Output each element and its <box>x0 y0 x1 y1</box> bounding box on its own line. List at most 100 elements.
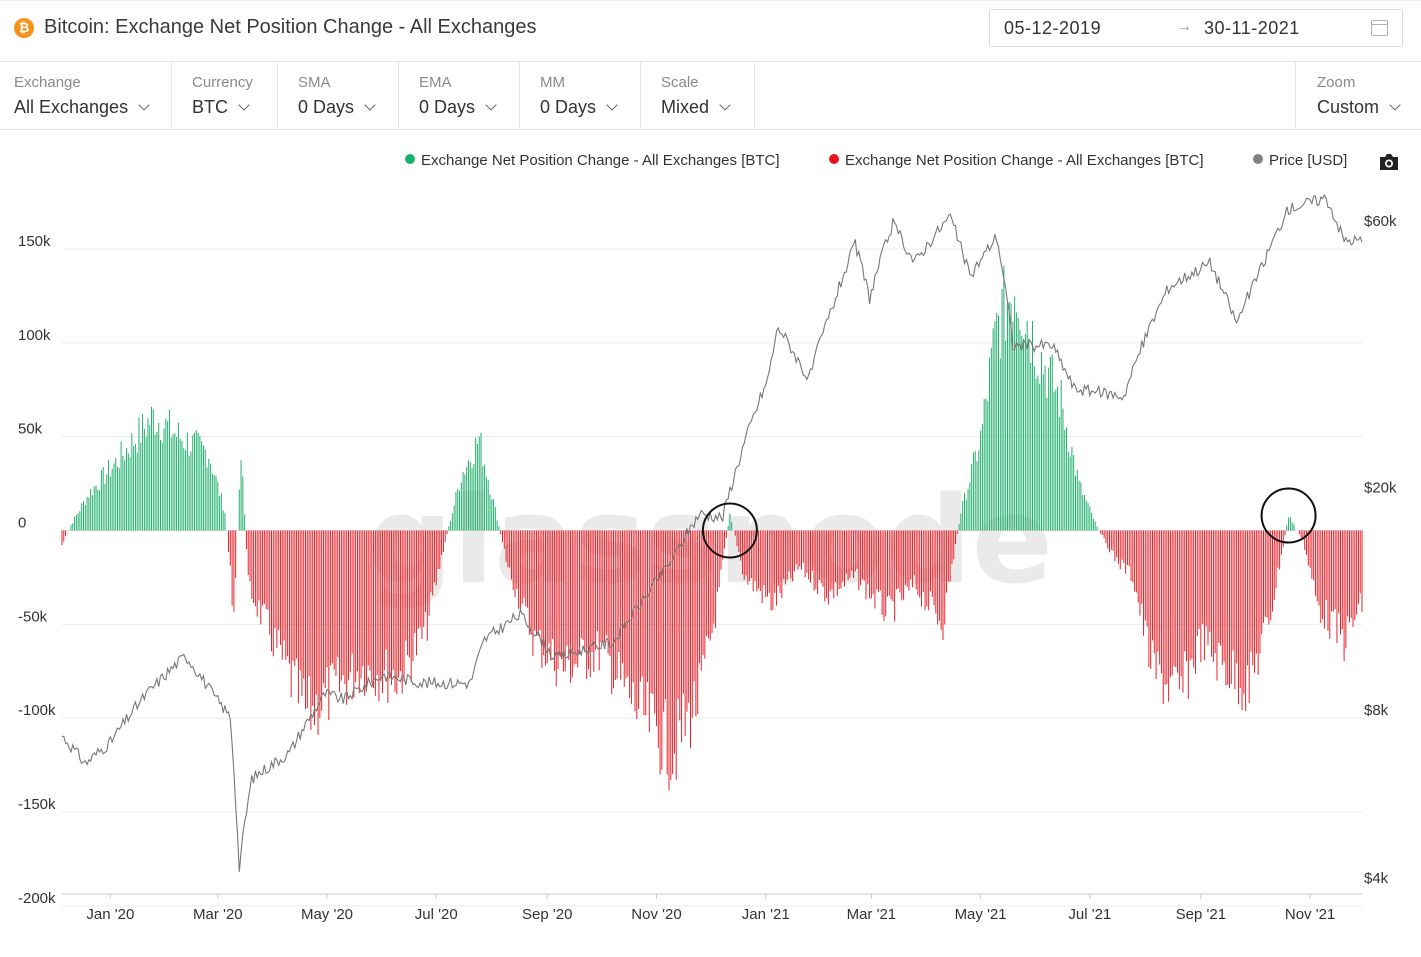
bar-positive <box>179 439 181 531</box>
calendar-icon[interactable] <box>1371 20 1388 36</box>
bar-negative <box>1322 530 1324 620</box>
bar-negative <box>296 530 298 659</box>
bar-negative <box>1189 530 1191 661</box>
bar-negative <box>399 530 401 672</box>
bar-negative <box>645 530 647 716</box>
bar-negative <box>303 530 305 679</box>
bar-negative <box>317 530 319 735</box>
bar-positive <box>90 488 92 531</box>
mm-dropdown[interactable]: MM 0 Days <box>520 62 641 130</box>
bar-positive <box>143 428 145 531</box>
bar-negative <box>383 530 385 671</box>
date-start-input[interactable]: 05-12-2019 <box>1004 18 1102 38</box>
bar-negative <box>1139 530 1141 616</box>
bar-negative <box>1264 530 1266 617</box>
bar-negative <box>947 530 949 582</box>
bar-negative <box>1352 530 1354 627</box>
bar-negative <box>1246 530 1248 666</box>
ema-dropdown[interactable]: EMA 0 Days <box>399 62 520 130</box>
sma-value: 0 Days <box>298 97 355 117</box>
bar-negative <box>1152 530 1153 641</box>
bar-negative <box>1280 530 1282 555</box>
bar-negative <box>759 530 761 592</box>
bar-negative <box>1119 530 1121 570</box>
bar-negative <box>1236 530 1238 664</box>
bar-positive <box>120 441 122 531</box>
bar-negative <box>1250 530 1252 652</box>
sma-dropdown[interactable]: SMA 0 Days <box>278 62 399 130</box>
scale-dropdown[interactable]: Scale Mixed <box>641 62 755 130</box>
bar-positive <box>480 432 482 531</box>
bar-positive <box>115 457 117 531</box>
bar-positive <box>140 442 142 531</box>
legend-item-negative[interactable]: Exchange Net Position Change - All Excha… <box>829 152 1204 169</box>
bar-positive <box>1083 495 1085 531</box>
bar-negative <box>749 530 751 581</box>
bar-negative <box>786 530 788 580</box>
bar-negative <box>901 530 903 601</box>
bar-negative <box>666 530 668 775</box>
bar-negative <box>247 530 249 575</box>
bar-negative <box>641 530 643 677</box>
date-range-picker[interactable]: 05-12-2019 → 30-11-2021 <box>989 9 1403 47</box>
bar-negative <box>1191 530 1193 659</box>
bar-negative <box>618 530 620 652</box>
bar-positive <box>491 499 493 531</box>
bar-positive <box>161 443 163 531</box>
bar-negative <box>1268 530 1270 625</box>
bar-positive <box>967 488 969 531</box>
legend-item-positive[interactable]: Exchange Net Position Change - All Excha… <box>405 152 780 169</box>
bar-negative <box>1300 530 1302 538</box>
bar-negative <box>686 530 688 712</box>
bar-negative <box>1203 530 1205 660</box>
bar-positive <box>77 513 79 531</box>
bar-negative <box>1223 530 1225 662</box>
bar-negative <box>1128 530 1130 567</box>
exchange-label: Exchange <box>14 74 81 91</box>
bar-negative <box>546 530 548 664</box>
legend-item-price[interactable]: Price [USD] <box>1253 152 1347 169</box>
bar-negative <box>840 530 842 589</box>
bar-negative <box>924 530 926 611</box>
bar-negative <box>362 530 364 667</box>
bar-negative <box>1347 530 1349 617</box>
bar-negative <box>799 530 801 567</box>
bar-positive <box>478 436 480 531</box>
bar-negative <box>616 530 618 679</box>
x-axis-ticks: Jan '20 Mar '20 May '20 Jul '20 Sep '20 Nov '… <box>86 894 1335 923</box>
date-end-input[interactable]: 30-11-2021 <box>1204 18 1300 38</box>
bar-negative <box>1263 530 1265 623</box>
bar-negative <box>636 530 638 720</box>
bar-positive <box>994 321 996 531</box>
exchange-dropdown[interactable]: Exchange All Exchanges <box>0 62 172 130</box>
bitcoin-icon: ₿ <box>14 18 34 38</box>
bar-negative <box>1305 530 1307 555</box>
bar-negative <box>693 530 695 682</box>
zoom-dropdown[interactable]: Zoom Custom <box>1295 62 1421 130</box>
bar-negative <box>872 530 874 595</box>
bar-positive <box>482 466 484 531</box>
annotation-circles <box>701 487 1317 559</box>
camera-icon[interactable] <box>1378 153 1400 171</box>
bar-negative <box>353 530 355 698</box>
bar-negative <box>553 530 555 671</box>
bar-negative <box>933 530 935 606</box>
legend-label: Exchange Net Position Change - All Excha… <box>421 152 780 169</box>
bar-positive <box>731 521 733 531</box>
chart-plot: glassnode 150k100k50k0-50k-100k-150k-200… <box>18 193 1397 923</box>
bar-negative <box>1331 530 1333 612</box>
bar-negative <box>1109 530 1111 553</box>
bar-positive <box>462 472 464 531</box>
bar-positive <box>215 475 217 531</box>
bar-negative <box>1307 530 1309 566</box>
bar-positive <box>466 466 468 531</box>
bar-positive <box>170 437 172 531</box>
bar-positive <box>489 494 491 531</box>
bar-positive <box>222 510 224 531</box>
currency-dropdown[interactable]: Currency BTC <box>172 62 278 130</box>
bar-negative <box>245 530 247 550</box>
right-axis-ticks: $60k $20k $8k $4k <box>1364 213 1397 887</box>
bar-negative <box>378 530 380 702</box>
bar-negative <box>752 530 754 592</box>
bar-negative <box>281 530 283 660</box>
